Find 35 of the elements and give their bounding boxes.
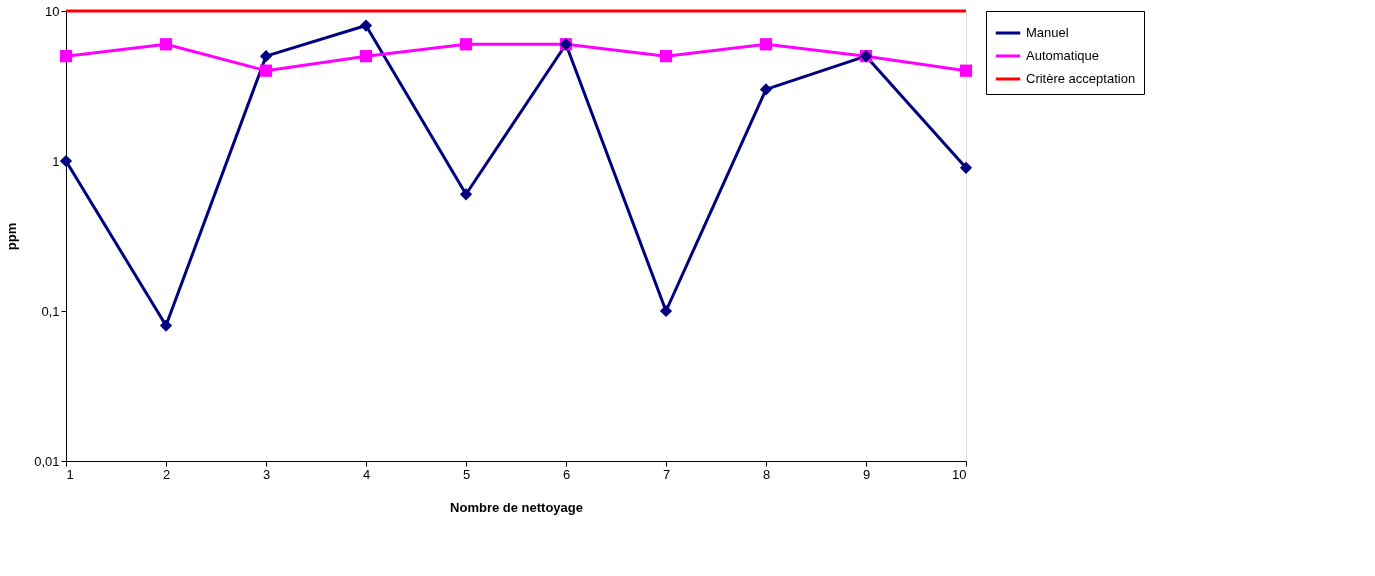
point bbox=[259, 64, 273, 77]
legend-label: Critère acceptation bbox=[1026, 71, 1136, 86]
point bbox=[259, 50, 273, 63]
y-tick-label: 0,1 bbox=[41, 303, 60, 319]
legend-label: Automatique bbox=[1026, 48, 1099, 63]
point bbox=[59, 50, 73, 63]
y-tick-label: 0,01 bbox=[34, 453, 60, 469]
legend-label: Manuel bbox=[1026, 25, 1069, 40]
y-axis-title: ppm bbox=[4, 222, 20, 251]
x-tick-label: 4 bbox=[362, 466, 371, 482]
x-tick-label: 8 bbox=[762, 466, 771, 482]
point bbox=[359, 19, 373, 32]
point bbox=[359, 50, 373, 63]
point bbox=[759, 38, 773, 51]
x-tick-label: 6 bbox=[562, 466, 571, 482]
x-tick-label: 5 bbox=[462, 466, 471, 482]
x-tick-label: 9 bbox=[862, 466, 871, 482]
point bbox=[959, 161, 973, 174]
x-axis-title: Nombre de nettoyage bbox=[450, 499, 583, 515]
x-tick-label: 10 bbox=[952, 466, 967, 482]
x-tick-label: 3 bbox=[262, 466, 271, 482]
y-tick-label: 10 bbox=[45, 3, 60, 19]
point bbox=[659, 50, 673, 63]
point bbox=[159, 38, 173, 51]
x-tick-label: 2 bbox=[162, 466, 171, 482]
point bbox=[659, 304, 673, 318]
point bbox=[759, 83, 773, 96]
y-tick-label: 1 bbox=[52, 153, 60, 169]
x-tick-label: 1 bbox=[66, 466, 74, 482]
point bbox=[59, 154, 73, 168]
point bbox=[159, 319, 173, 332]
point bbox=[459, 188, 473, 201]
x-tick-label: 7 bbox=[662, 466, 671, 482]
point bbox=[959, 64, 973, 77]
point bbox=[459, 38, 473, 51]
